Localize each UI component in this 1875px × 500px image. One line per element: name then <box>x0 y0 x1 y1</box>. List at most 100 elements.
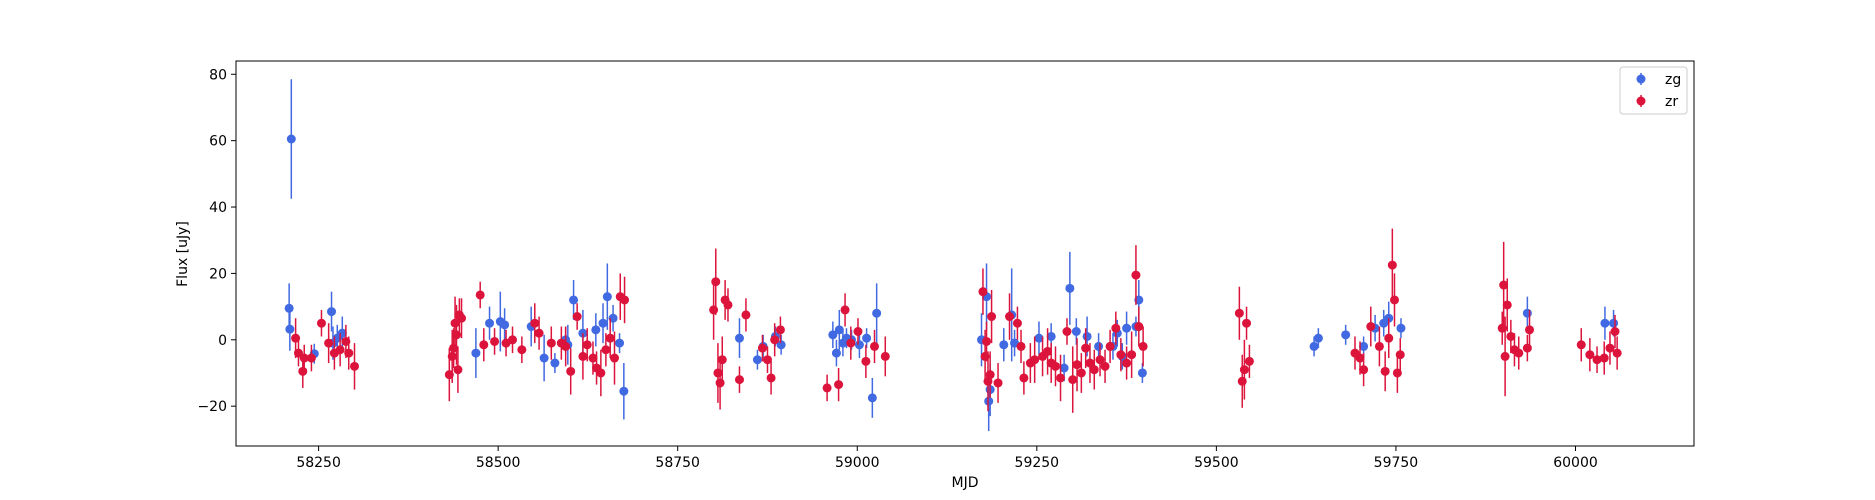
point-zr <box>994 378 1003 387</box>
point-zr <box>1090 365 1099 374</box>
point-zg <box>1310 342 1319 351</box>
point-zg <box>1065 284 1074 293</box>
point-zr <box>1501 352 1510 361</box>
point-zr <box>1013 319 1022 328</box>
legend: zg zr <box>1620 67 1687 114</box>
point-zg <box>1600 319 1609 328</box>
point-zg <box>500 320 509 329</box>
point-zr <box>1384 334 1393 343</box>
point-zr <box>870 342 879 351</box>
point-zr <box>718 355 727 364</box>
point-zr <box>1359 365 1368 374</box>
point-zr <box>547 339 556 348</box>
legend-zr-label: zr <box>1665 94 1678 110</box>
y-axis-label: Flux [uJy] <box>175 221 191 287</box>
point-zr <box>1525 325 1534 334</box>
point-zr <box>517 345 526 354</box>
point-zr <box>1106 342 1115 351</box>
point-zr <box>1127 350 1136 359</box>
x-tick-label: 58750 <box>655 455 700 471</box>
point-zg <box>1072 327 1081 336</box>
point-zr <box>823 383 832 392</box>
point-zr <box>1081 344 1090 353</box>
y-tick-label: 20 <box>209 266 227 282</box>
point-zr <box>841 305 850 314</box>
point-zr <box>1134 322 1143 331</box>
point-zr <box>1390 295 1399 304</box>
point-zr <box>530 319 539 328</box>
x-tick-label: 59500 <box>1194 455 1239 471</box>
point-zr <box>1139 342 1148 351</box>
point-zr <box>1131 271 1140 280</box>
y-tick-label: 80 <box>209 67 227 83</box>
point-zg <box>599 319 608 328</box>
point-zr <box>317 319 326 328</box>
point-zr <box>1068 375 1077 384</box>
point-zr <box>476 290 485 299</box>
point-zr <box>298 367 307 376</box>
point-zr <box>1073 360 1082 369</box>
point-zr <box>986 370 995 379</box>
point-zr <box>1388 261 1397 270</box>
point-zr <box>1600 354 1609 363</box>
point-zr <box>1101 362 1110 371</box>
point-zr <box>448 352 457 361</box>
point-zr <box>1396 350 1405 359</box>
point-zg <box>603 292 612 301</box>
point-zg <box>1083 332 1092 341</box>
point-zr <box>1514 349 1523 358</box>
point-zr <box>1240 365 1249 374</box>
point-zr <box>596 368 605 377</box>
point-zr <box>853 327 862 336</box>
point-zr <box>573 312 582 321</box>
point-zr <box>1030 355 1039 364</box>
point-zr <box>767 373 776 382</box>
point-zr <box>1381 367 1390 376</box>
point-zg <box>753 355 762 364</box>
point-zg <box>540 354 549 363</box>
point-zr <box>578 352 587 361</box>
point-zg <box>862 334 871 343</box>
x-tick-label: 58500 <box>476 455 521 471</box>
point-zr <box>336 345 345 354</box>
point-zr <box>1245 357 1254 366</box>
legend-zg-marker <box>1637 75 1646 84</box>
point-zg <box>999 340 1008 349</box>
point-zr <box>453 365 462 374</box>
x-tick-label: 59750 <box>1374 455 1419 471</box>
point-zr <box>834 380 843 389</box>
point-zr <box>620 295 629 304</box>
point-zg <box>471 349 480 358</box>
point-zg <box>550 359 559 368</box>
point-zr <box>583 340 592 349</box>
point-zg <box>327 307 336 316</box>
point-zr <box>1111 324 1120 333</box>
point-zr <box>776 325 785 334</box>
point-zg <box>569 295 578 304</box>
point-zr <box>479 340 488 349</box>
x-tick-label: 59250 <box>1015 455 1060 471</box>
point-zr <box>1577 340 1586 349</box>
point-zr <box>566 367 575 376</box>
point-zr <box>741 310 750 319</box>
point-zg <box>855 340 864 349</box>
y-tick-label: 60 <box>209 134 227 150</box>
point-zr <box>1523 344 1532 353</box>
point-zr <box>1242 319 1251 328</box>
point-zr <box>1610 327 1619 336</box>
point-zr <box>982 337 991 346</box>
point-zr <box>1238 377 1247 386</box>
point-zr <box>713 368 722 377</box>
point-zr <box>324 339 333 348</box>
point-zg <box>1122 324 1131 333</box>
point-zr <box>1613 349 1622 358</box>
point-zr <box>709 305 718 314</box>
point-zg <box>1523 309 1532 318</box>
point-zr <box>1366 322 1375 331</box>
point-zg <box>1396 324 1405 333</box>
point-zg <box>287 134 296 143</box>
point-zr <box>711 277 720 286</box>
point-zr <box>978 287 987 296</box>
